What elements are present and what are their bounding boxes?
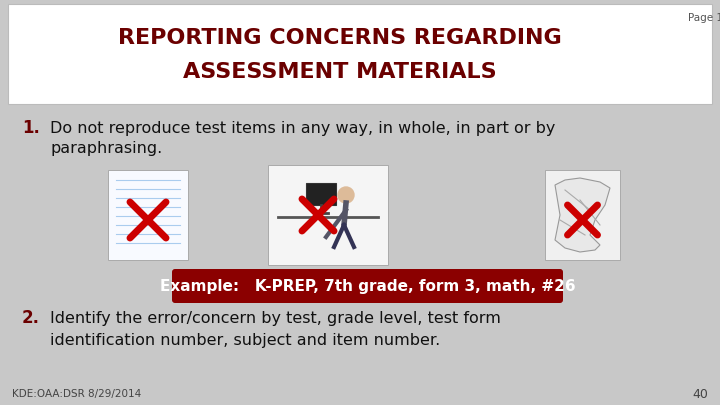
Bar bbox=[108, 170, 188, 260]
Text: 1.: 1. bbox=[22, 119, 40, 137]
Bar bbox=[545, 170, 620, 260]
FancyBboxPatch shape bbox=[172, 269, 563, 303]
Text: KDE:OAA:DSR 8/29/2014: KDE:OAA:DSR 8/29/2014 bbox=[12, 389, 141, 399]
Circle shape bbox=[338, 187, 354, 203]
Text: paraphrasing.: paraphrasing. bbox=[50, 141, 162, 156]
Text: Do not reproduce test items in any way, in whole, in part or by: Do not reproduce test items in any way, … bbox=[50, 121, 555, 136]
Bar bbox=[8, 4, 712, 104]
Polygon shape bbox=[555, 178, 610, 252]
Text: 2.: 2. bbox=[22, 309, 40, 327]
Text: identification number, subject and item number.: identification number, subject and item … bbox=[50, 333, 440, 347]
Text: Page 17: Page 17 bbox=[688, 13, 720, 23]
Bar bbox=[268, 165, 388, 265]
Text: REPORTING CONCERNS REGARDING: REPORTING CONCERNS REGARDING bbox=[118, 28, 562, 48]
Bar bbox=[306, 183, 336, 205]
Text: Identify the error/concern by test, grade level, test form: Identify the error/concern by test, grad… bbox=[50, 311, 501, 326]
Text: ASSESSMENT MATERIALS: ASSESSMENT MATERIALS bbox=[183, 62, 497, 82]
Text: 40: 40 bbox=[692, 388, 708, 401]
Text: Example:   K-PREP, 7th grade, form 3, math, #26: Example: K-PREP, 7th grade, form 3, math… bbox=[160, 279, 575, 294]
